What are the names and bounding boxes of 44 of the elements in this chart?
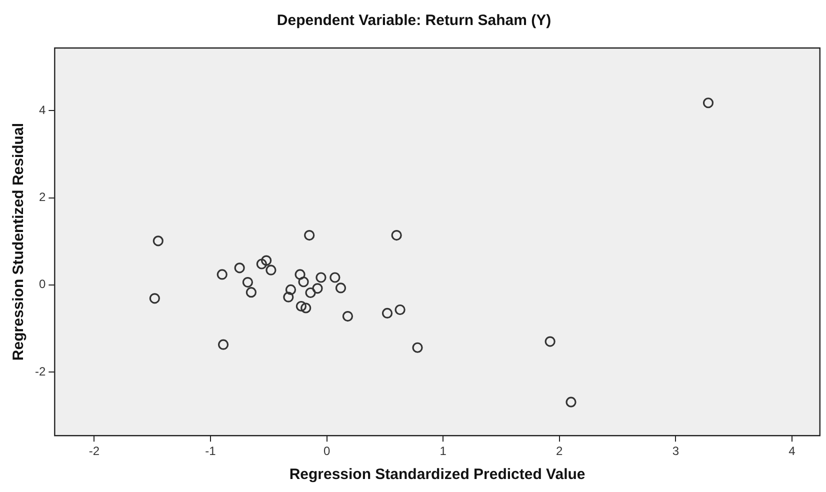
point — [149, 293, 160, 304]
point — [285, 284, 296, 296]
point — [296, 300, 307, 312]
point — [294, 269, 306, 280]
x-tick-label: -2 — [88, 444, 100, 458]
point — [234, 262, 245, 274]
point — [544, 336, 556, 347]
y-tick-label: 0 — [38, 277, 46, 292]
x-tick-label: 0 — [323, 444, 330, 458]
point — [152, 236, 164, 246]
chart-title: Dependent Variable: Return Saham (Y) — [276, 12, 552, 30]
point — [330, 272, 340, 283]
x-tick-label: -1 — [205, 444, 216, 458]
x-tick-label: 2 — [556, 444, 564, 458]
point — [298, 276, 309, 288]
point — [216, 269, 228, 280]
x-axis-title: Regression Standardized Predicted Value — [289, 466, 586, 484]
point — [382, 308, 393, 319]
point — [566, 396, 576, 408]
point — [335, 282, 346, 294]
point — [342, 310, 354, 322]
point — [394, 304, 406, 316]
point — [300, 302, 312, 314]
point — [283, 292, 294, 302]
point — [412, 342, 423, 353]
point — [305, 287, 316, 298]
y-tick-label: -2 — [35, 364, 46, 378]
x-tick-label: 3 — [672, 444, 680, 458]
point — [256, 258, 267, 270]
point — [218, 339, 229, 350]
x-tick-label: 1 — [440, 444, 447, 458]
point — [261, 255, 272, 266]
point — [391, 230, 402, 241]
x-tick-label: 4 — [788, 444, 796, 458]
y-tick-label: 4 — [38, 103, 46, 118]
point — [702, 98, 714, 108]
y-tick-label: 2 — [38, 190, 46, 204]
y-axis-title: Regression Studentized Residual — [10, 123, 28, 361]
point — [246, 287, 257, 298]
point — [242, 277, 254, 288]
point — [312, 283, 323, 294]
point — [304, 230, 315, 241]
point — [316, 272, 326, 283]
point — [266, 264, 276, 276]
